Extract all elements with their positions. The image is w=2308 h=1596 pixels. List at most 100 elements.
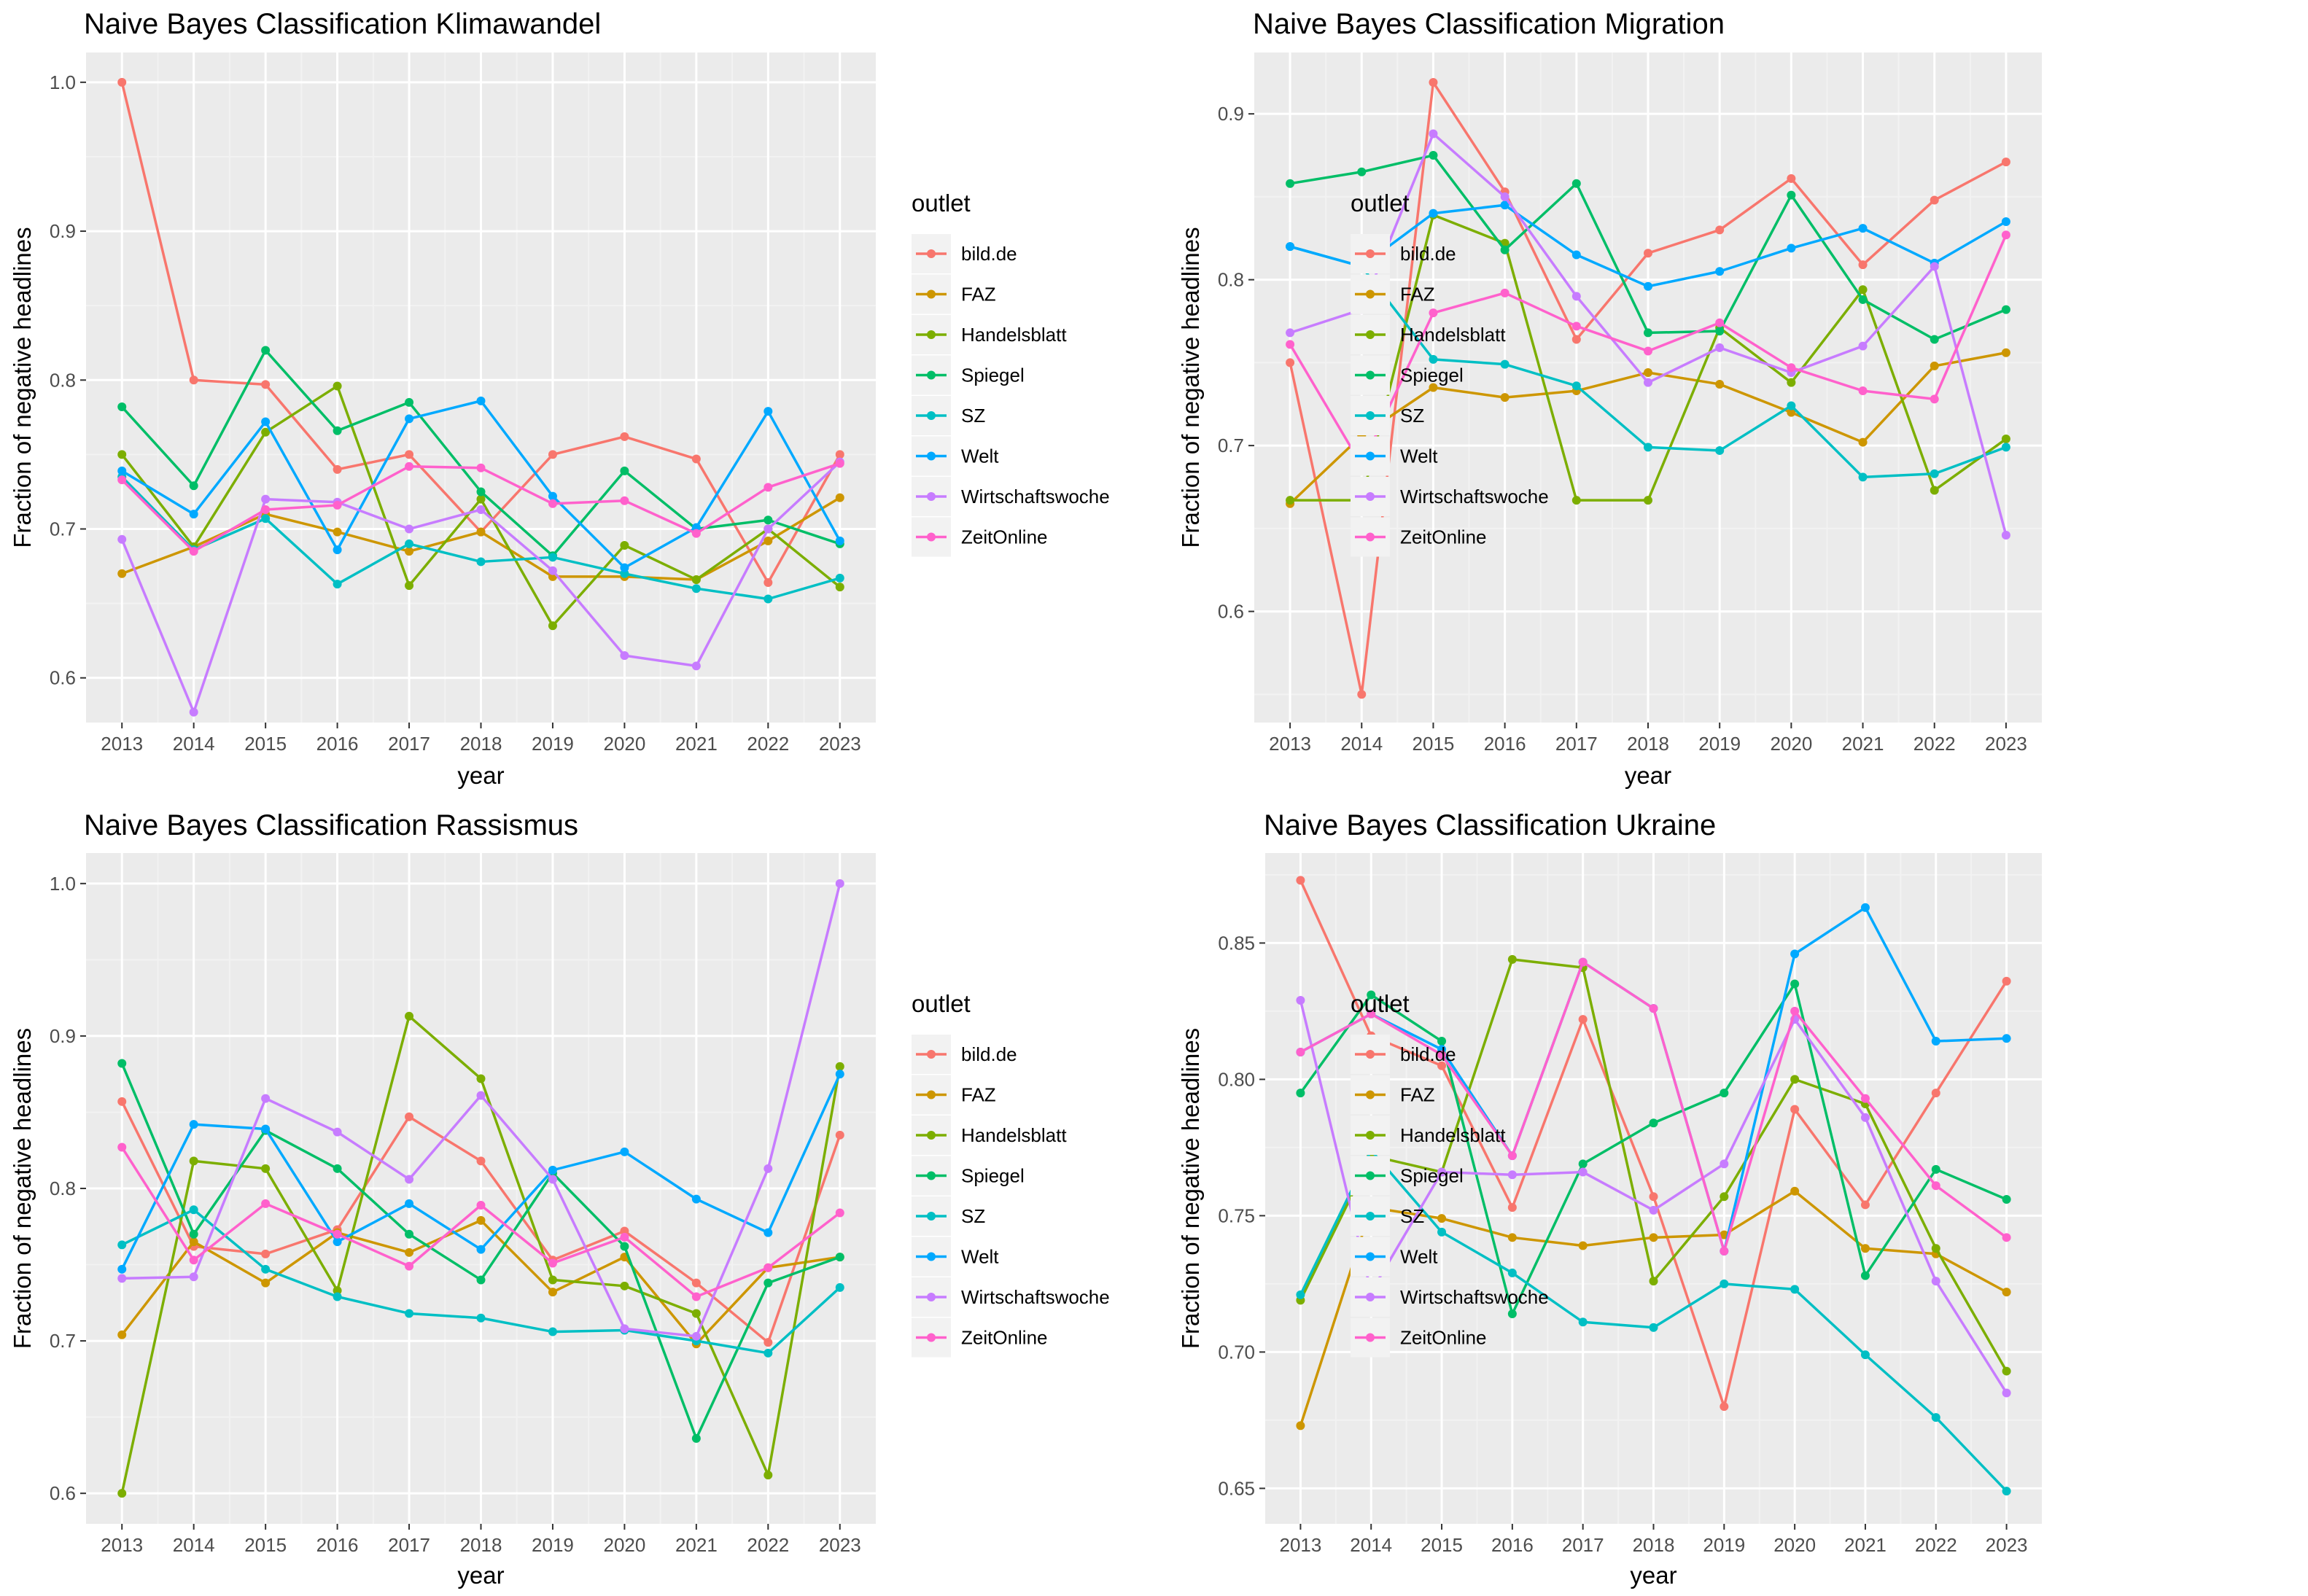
legend-label: ZeitOnline xyxy=(961,1327,1048,1349)
data-point xyxy=(763,594,773,604)
data-point xyxy=(835,1130,844,1140)
legend-key-point xyxy=(1366,532,1375,542)
data-point xyxy=(1860,1094,1870,1103)
legend-key-point xyxy=(1366,1333,1375,1342)
data-point xyxy=(835,493,844,502)
chart-title: Naive Bayes Classification Ukraine xyxy=(1264,809,1716,841)
x-tick-label: 2019 xyxy=(532,733,574,755)
data-point xyxy=(1787,401,1796,410)
x-tick-label: 2016 xyxy=(316,733,359,755)
data-point xyxy=(1644,249,1652,258)
data-point xyxy=(1644,281,1652,291)
data-point xyxy=(1649,1118,1658,1128)
data-point xyxy=(1649,1004,1658,1013)
legend-key-point xyxy=(927,289,936,299)
data-point xyxy=(1429,308,1438,318)
legend-label: Handelsblatt xyxy=(961,1124,1067,1146)
x-tick-label: 2013 xyxy=(101,733,143,755)
data-point xyxy=(1296,1290,1305,1299)
x-tick-label: 2023 xyxy=(819,1534,861,1556)
data-point xyxy=(1715,379,1725,389)
legend-label: Welt xyxy=(961,1246,999,1268)
data-point xyxy=(691,1331,701,1341)
data-point xyxy=(476,1313,486,1323)
data-point xyxy=(117,1274,127,1283)
data-point xyxy=(405,450,414,459)
data-point xyxy=(1507,1233,1517,1242)
y-tick-label: 0.7 xyxy=(50,518,76,540)
data-point xyxy=(1644,496,1652,505)
data-point xyxy=(1429,151,1438,160)
data-point xyxy=(333,580,342,589)
data-point xyxy=(835,583,844,592)
legend-label: Spiegel xyxy=(1400,365,1464,386)
data-point xyxy=(2001,530,2010,540)
data-point xyxy=(691,575,701,584)
data-point xyxy=(835,459,844,468)
legend-key-point xyxy=(1366,289,1375,299)
data-point xyxy=(2001,435,2010,444)
data-point xyxy=(2001,305,2010,314)
data-point xyxy=(117,1489,127,1498)
data-point xyxy=(261,1249,271,1258)
legend-label: FAZ xyxy=(961,1084,996,1106)
x-tick-label: 2019 xyxy=(532,1534,574,1556)
data-point xyxy=(1790,979,1800,989)
x-tick-label: 2013 xyxy=(101,1534,143,1556)
data-point xyxy=(620,1324,629,1334)
legend-key-point xyxy=(927,1333,936,1342)
data-point xyxy=(405,581,414,591)
data-point xyxy=(261,1278,271,1288)
data-point xyxy=(189,1256,198,1265)
x-tick-label: 2015 xyxy=(244,733,287,755)
y-tick-label: 0.6 xyxy=(50,667,76,689)
data-point xyxy=(1437,1061,1447,1070)
data-point xyxy=(476,1245,486,1254)
data-point xyxy=(476,396,486,405)
x-axis-title: year xyxy=(1625,762,1671,789)
legend-label: Welt xyxy=(961,445,999,467)
data-point xyxy=(476,494,486,504)
data-point xyxy=(117,1097,127,1106)
data-point xyxy=(189,1229,198,1239)
data-point xyxy=(1286,242,1295,252)
data-point xyxy=(1507,1151,1517,1161)
data-point xyxy=(476,487,486,497)
data-point xyxy=(1296,876,1305,885)
legend-key-point xyxy=(927,1131,936,1140)
data-point xyxy=(117,1330,127,1339)
data-point xyxy=(1286,358,1295,367)
data-point xyxy=(548,553,557,562)
data-point xyxy=(620,1226,629,1236)
data-point xyxy=(835,1070,844,1079)
x-tick-label: 2013 xyxy=(1279,1534,1321,1556)
legend-key-point xyxy=(927,492,936,501)
data-point xyxy=(763,1263,773,1272)
data-point xyxy=(333,381,342,391)
y-tick-label: 0.8 xyxy=(1218,269,1244,291)
data-point xyxy=(1500,201,1509,210)
data-point xyxy=(1931,1089,1940,1098)
x-tick-label: 2018 xyxy=(1627,733,1669,755)
data-point xyxy=(2001,230,2010,240)
data-point xyxy=(2002,1034,2011,1043)
x-tick-label: 2018 xyxy=(460,1534,502,1556)
data-point xyxy=(763,483,773,492)
data-point xyxy=(1644,346,1652,356)
y-axis-title: Fraction of negative headlines xyxy=(9,1028,36,1349)
data-point xyxy=(1507,1170,1517,1180)
data-point xyxy=(1286,328,1295,338)
data-point xyxy=(691,1278,701,1288)
data-point xyxy=(2002,1194,2011,1204)
data-point xyxy=(1507,1309,1517,1319)
x-tick-label: 2019 xyxy=(1698,733,1741,755)
x-tick-label: 2020 xyxy=(603,1534,645,1556)
data-point xyxy=(1500,288,1509,297)
y-axis-title: Fraction of negative headlines xyxy=(9,227,36,548)
data-point xyxy=(835,1208,844,1218)
data-point xyxy=(476,1201,486,1210)
data-point xyxy=(691,454,701,464)
legend-label: FAZ xyxy=(961,284,996,305)
data-point xyxy=(1367,990,1376,1000)
y-tick-label: 0.65 xyxy=(1218,1477,1255,1499)
